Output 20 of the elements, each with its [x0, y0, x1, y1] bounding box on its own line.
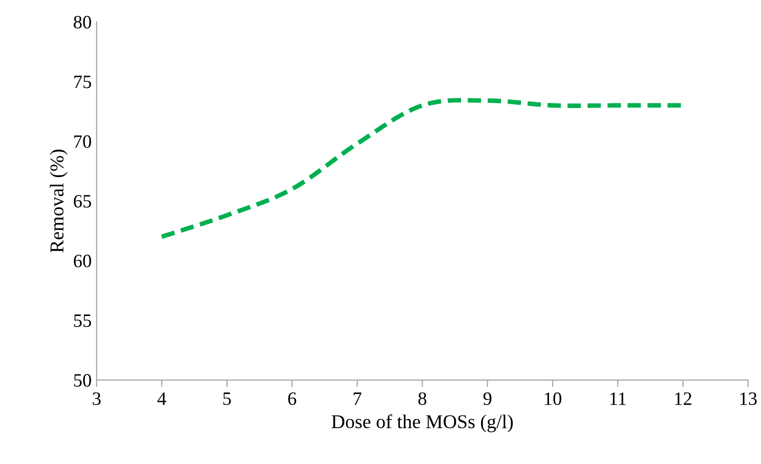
x-tick-label: 6	[288, 392, 296, 406]
x-axis-title: Dose of the MOSs (g/l)	[332, 414, 513, 432]
y-tick-label: 55	[74, 314, 92, 328]
y-tick-label: 60	[74, 254, 92, 268]
x-tick-label: 3	[92, 392, 101, 406]
x-tick-label: 7	[354, 392, 362, 405]
x-tick-label: 11	[610, 392, 626, 405]
x-tick-label: 4	[157, 392, 166, 405]
x-tick-label: 12	[675, 392, 692, 405]
y-tick-label: 65	[74, 195, 92, 208]
y-tick-label: 50	[74, 374, 92, 387]
y-tick-label: 80	[74, 16, 92, 28]
y-tick-label: 75	[74, 76, 92, 88]
x-tick-label: 8	[418, 392, 426, 406]
x-tick-label: 13	[740, 392, 757, 406]
x-tick-label: 10	[544, 392, 562, 406]
y-tick-label: 70	[74, 135, 92, 148]
x-tick-label: 9	[483, 392, 492, 406]
x-tick-label: 5	[223, 392, 231, 406]
y-axis-title: Removal (%)	[50, 150, 68, 252]
